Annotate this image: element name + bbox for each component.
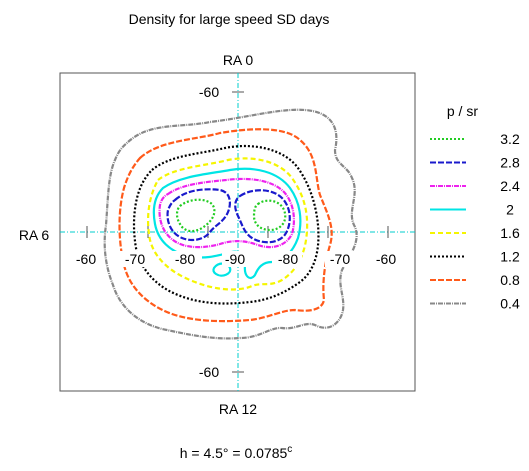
legend-label-0.8: 0.8 — [500, 272, 520, 288]
legend-label-2.4: 2.4 — [500, 178, 520, 194]
contour-3.2-right — [252, 199, 287, 232]
legend-label-2: 2 — [506, 202, 514, 218]
contours — [103, 108, 358, 340]
legend-label-3.2: 3.2 — [500, 131, 520, 147]
tick-label-top: -60 — [199, 84, 219, 100]
contour-2.8-right — [234, 189, 291, 244]
axis-label-left: RA 6 — [19, 227, 50, 243]
footnote: h = 4.5° = 0.0785c — [180, 444, 293, 461]
tick-label-h-5: -70 — [330, 251, 350, 267]
tick-label-h-4: -80 — [278, 251, 298, 267]
legend-label-1.2: 1.2 — [500, 249, 520, 265]
chart-title: Density for large speed SD days — [129, 11, 330, 27]
contour-1.6 — [147, 157, 309, 291]
tick-label-h-6: -60 — [376, 251, 396, 267]
contour-2.4 — [158, 177, 295, 249]
contour-1.2 — [132, 144, 320, 305]
contour-2.8-left — [166, 188, 231, 242]
contour-0.8 — [118, 128, 333, 323]
footnote-text: h = 4.5° = 0.0785 — [180, 445, 288, 461]
legend-label-1.6: 1.6 — [500, 225, 520, 241]
footnote-superscript: c — [287, 444, 292, 455]
axis-label-bottom: RA 12 — [219, 401, 257, 417]
tick-label-bottom: -60 — [199, 364, 219, 380]
tick-label-h-3: -90 — [225, 251, 245, 267]
legend-label-0.4: 0.4 — [500, 296, 520, 312]
contour-0.4 — [103, 108, 358, 340]
legend-label-2.8: 2.8 — [500, 155, 520, 171]
tick-label-h-1: -70 — [125, 251, 145, 267]
legend-title: p / sr — [447, 103, 478, 119]
axis-label-top: RA 0 — [223, 52, 254, 68]
axis-ticks — [86, 91, 389, 373]
legend: 3.2 2.8 2.4 2 1.6 1.2 0.8 0.4 — [430, 131, 520, 312]
contour-3.2-left — [175, 198, 216, 233]
tick-labels: -60 -60 -60 -70 -80 -90 -80 -70 -60 — [70, 84, 402, 380]
tick-label-h-2: -80 — [175, 251, 195, 267]
tick-label-h-0: -60 — [76, 251, 96, 267]
